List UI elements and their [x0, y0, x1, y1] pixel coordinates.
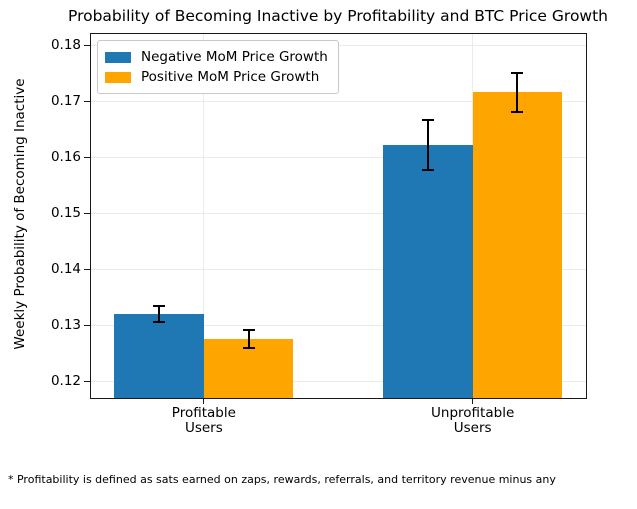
error-bar [247, 329, 250, 348]
y-gridline [91, 269, 586, 271]
y-tick-label: 0.15 [50, 205, 81, 222]
y-axis-label: Weekly Probability of Becoming Inactive [12, 78, 28, 350]
y-tick-mark [84, 44, 90, 46]
y-tick-mark [84, 380, 90, 382]
y-tick-label: 0.13 [50, 317, 81, 334]
y-gridline [91, 325, 586, 327]
x-tick-mark [472, 399, 474, 404]
x-gridline [203, 34, 205, 398]
y-tick-label: 0.18 [50, 37, 81, 54]
error-bar-cap-bottom [511, 110, 524, 113]
y-tick-mark [84, 100, 90, 102]
plot-area: Negative MoM Price Growth Positive MoM P… [51, 33, 587, 436]
y-gridline [91, 381, 586, 383]
bar-negative-0 [114, 314, 204, 398]
y-gridline [91, 101, 586, 103]
y-tick-label: 0.16 [50, 149, 81, 166]
error-bar-cap-top [421, 119, 434, 122]
error-bar-cap-bottom [153, 321, 166, 324]
error-bar-cap-top [511, 71, 524, 74]
error-bar [516, 72, 519, 112]
y-tick-mark [84, 324, 90, 326]
y-tick-label: 0.17 [50, 93, 81, 110]
error-bar-cap-bottom [421, 168, 434, 171]
x-tick-mark [203, 399, 205, 404]
legend-swatch-positive [105, 71, 131, 83]
error-bar [158, 305, 161, 323]
y-tick-mark [84, 156, 90, 158]
x-tick-label: Unprofitable Users [431, 405, 515, 436]
y-tick-label: 0.12 [50, 373, 81, 390]
error-bar-cap-top [242, 328, 255, 331]
bar-positive-1 [472, 92, 563, 398]
legend-label-positive: Positive MoM Price Growth [141, 69, 320, 85]
x-tick-label: Profitable Users [171, 405, 236, 436]
bar-negative-1 [383, 144, 473, 398]
error-bar-cap-top [153, 304, 166, 307]
legend: Negative MoM Price Growth Positive MoM P… [97, 40, 339, 94]
legend-label-negative: Negative MoM Price Growth [141, 49, 328, 65]
y-tick-mark [84, 268, 90, 270]
footnotes: * Profitability is defined as sats earne… [8, 449, 556, 509]
y-gridline [91, 157, 586, 159]
legend-item-positive: Positive MoM Price Growth [105, 67, 328, 87]
y-gridline [91, 213, 586, 215]
chart-title: Probability of Becoming Inactive by Prof… [67, 7, 609, 25]
legend-swatch-negative [105, 51, 131, 63]
y-tick-mark [84, 212, 90, 214]
y-tick-label: 0.14 [50, 261, 81, 278]
error-bar-cap-bottom [242, 346, 255, 349]
footnote-line-1: * Profitability is defined as sats earne… [8, 472, 556, 486]
legend-item-negative: Negative MoM Price Growth [105, 47, 328, 67]
error-bar [426, 120, 429, 170]
